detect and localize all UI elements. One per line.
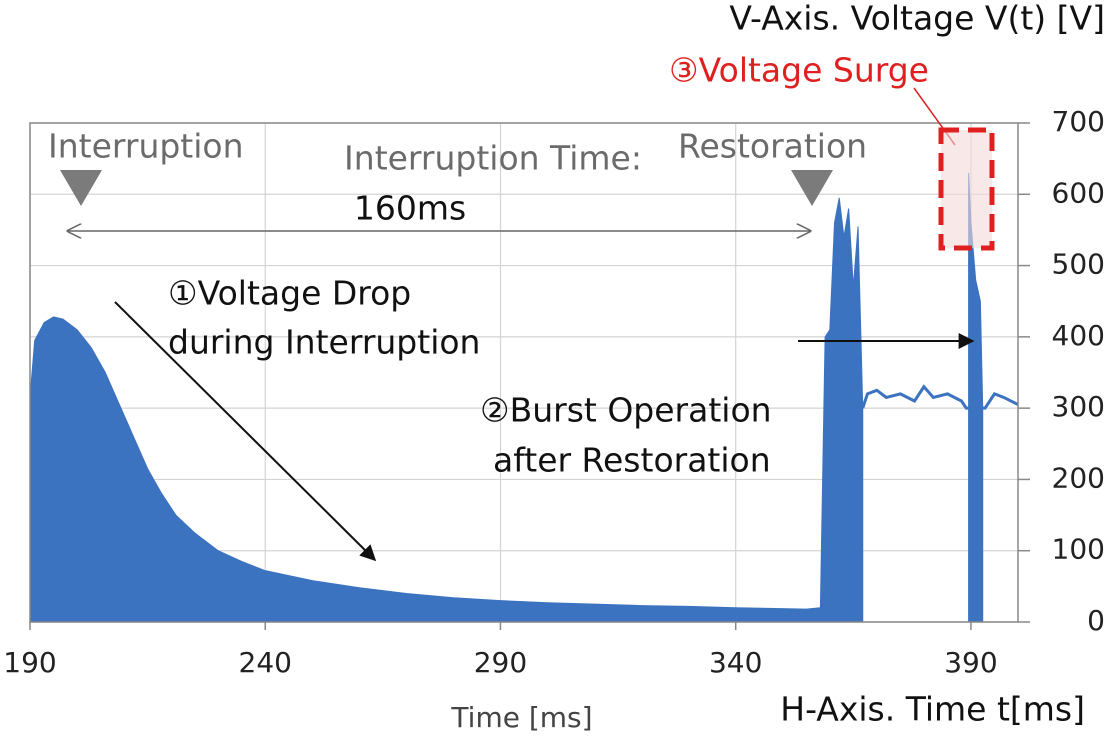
surge-box — [938, 127, 995, 251]
x-axis-label: Time [ms] — [450, 701, 592, 734]
annotation: Interruption — [48, 127, 244, 166]
marker-triangle — [60, 170, 102, 206]
y-tick-label: 400 — [1052, 319, 1105, 352]
voltage-line — [861, 384, 1019, 410]
x-tick-label: 240 — [239, 646, 292, 679]
y-tick-label: 300 — [1052, 390, 1105, 423]
arrow — [114, 301, 377, 562]
annotation: Interruption Time: — [344, 139, 642, 178]
y-tick-label: 600 — [1052, 176, 1105, 209]
x-tick-label: 390 — [944, 646, 997, 679]
axes: 190 240 290 340 390 0 100 200 300 400 500 600 700 — [3, 105, 1105, 679]
annotation: ①Voltage Drop — [168, 274, 411, 313]
y-axis-label: V-Axis. Voltage V(t) [V] — [729, 0, 1105, 38]
annotation: Restoration — [678, 127, 867, 166]
x-tick-label: 190 — [3, 646, 56, 679]
annotation: 160ms — [354, 189, 466, 228]
annotation: during Interruption — [168, 323, 480, 362]
annotation: after Restoration — [493, 441, 771, 480]
y-tick-label: 0 — [1087, 604, 1105, 637]
y-tick-label: 700 — [1052, 105, 1105, 138]
y-tick-label: 200 — [1052, 461, 1105, 494]
x-axis-label-2: H-Axis. Time t[ms] — [780, 690, 1085, 729]
x-tick-label: 290 — [474, 646, 527, 679]
marker-triangle — [791, 170, 833, 206]
annotation: ②Burst Operation — [480, 391, 772, 430]
plot-frame — [29, 122, 1019, 623]
x-tick-label: 340 — [709, 646, 762, 679]
y-tick-label: 100 — [1052, 533, 1105, 566]
y-tick-label: 500 — [1052, 248, 1105, 281]
annotation: ③Voltage Surge — [669, 51, 929, 90]
